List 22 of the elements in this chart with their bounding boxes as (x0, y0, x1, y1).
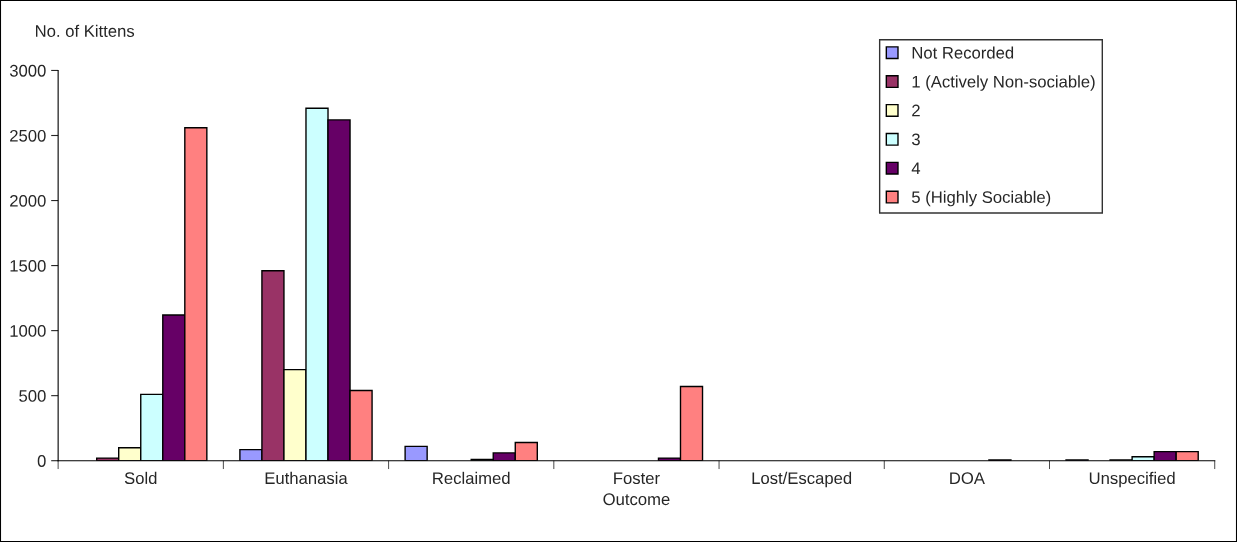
legend-label: 3 (911, 133, 920, 146)
x-tick-label: Euthanasia (265, 471, 348, 485)
x-tick-label: Foster (614, 472, 660, 485)
y-tick-label: 2500 (10, 129, 46, 142)
x-tick-label: Sold (124, 471, 157, 485)
y-tick-label: 1500 (10, 259, 46, 272)
x-tick-label: Lost/Escaped (752, 471, 852, 488)
y-tick-label: 0 (37, 455, 46, 467)
x-tick-label: Unspecified (1089, 471, 1175, 488)
legend-label: Not Recorded (912, 46, 1014, 59)
legend-label: 1 (Actively Non-sociable) (912, 75, 1095, 91)
y-tick-label: 500 (19, 390, 46, 402)
y-tick-label: 1000 (10, 325, 46, 337)
legend-label: 2 (912, 104, 920, 117)
y-tick-label: 3000 (9, 64, 46, 77)
x-tick-label: DOA (950, 472, 985, 485)
legend-label: 4 (911, 162, 921, 174)
y-axis-title: No. of Kittens (36, 24, 135, 37)
y-tick-label: 2000 (10, 194, 46, 207)
x-tick-label: Reclaimed (433, 471, 510, 485)
legend-label: 5 (Highly Sociable) (911, 190, 1051, 207)
x-axis-title: Outcome (603, 493, 670, 506)
